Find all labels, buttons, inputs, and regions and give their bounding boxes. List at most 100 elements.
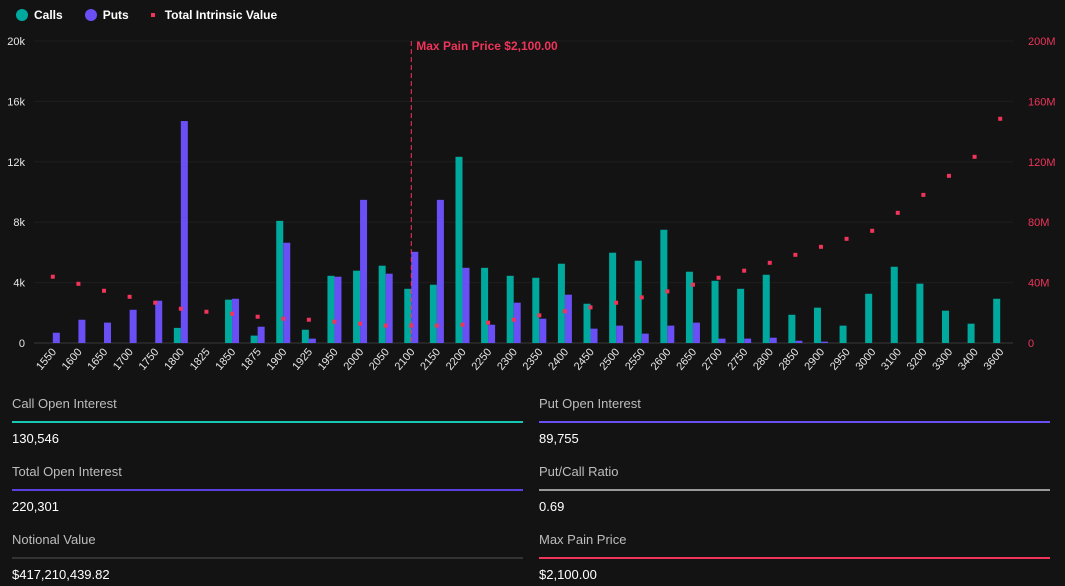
call-bar <box>660 229 668 343</box>
legend-puts[interactable]: Puts <box>84 8 129 22</box>
max-pain-annotation: Max Pain Price $2,100.00 <box>410 39 558 343</box>
x-axis-tick-label: 2150 <box>418 346 443 372</box>
x-axis-tick-label: 1550 <box>34 346 59 372</box>
tiv-point <box>178 306 183 311</box>
put-bar <box>513 302 521 343</box>
left-axis-tick-label: 0 <box>19 338 25 350</box>
bars <box>52 121 1001 343</box>
stat-value: 130,546 <box>12 431 59 446</box>
tiv-point <box>844 236 849 241</box>
stat-notional-value: Notional Value $417,210,439.82 <box>12 532 523 582</box>
tiv-point <box>537 313 542 318</box>
left-axis-tick-label: 8k <box>13 217 25 229</box>
tiv-point <box>230 311 235 316</box>
put-bar <box>692 322 700 343</box>
tiv-point <box>50 274 55 279</box>
x-axis-tick-label: 1875 <box>239 346 264 372</box>
call-bar <box>993 298 1001 343</box>
call-bar <box>455 156 463 343</box>
x-axis-tick-label: 3000 <box>854 346 879 372</box>
x-axis-tick-label: 1925 <box>290 346 315 372</box>
stat-put-open-interest: Put Open Interest 89,755 <box>539 396 1050 446</box>
x-axis-tick-label: 2250 <box>469 346 494 372</box>
legend-calls-label: Calls <box>34 8 63 22</box>
stat-max-pain-price: Max Pain Price $2,100.00 <box>539 532 1050 582</box>
put-bar <box>155 300 163 343</box>
x-axis-tick-label: 2000 <box>341 346 366 372</box>
call-bar <box>250 335 258 343</box>
put-bar <box>590 328 598 343</box>
x-axis-tick-label: 2550 <box>623 346 648 372</box>
stat-value: $2,100.00 <box>539 567 597 582</box>
tiv-point <box>818 244 823 249</box>
call-bar <box>916 283 924 343</box>
put-bar <box>129 309 137 343</box>
x-axis-tick-label: 2600 <box>649 346 674 372</box>
tiv-point <box>358 321 363 326</box>
put-bar <box>411 251 419 343</box>
put-bar <box>257 326 265 343</box>
put-bar <box>283 242 291 343</box>
legend-tiv[interactable]: Total Intrinsic Value <box>150 8 277 22</box>
x-axis-tick-label: 1800 <box>162 346 187 372</box>
call-bar <box>225 299 233 343</box>
tiv-point <box>690 282 695 287</box>
tiv-point <box>434 323 439 328</box>
right-axis-tick-label: 160M <box>1028 96 1056 108</box>
stat-underline <box>539 421 1050 423</box>
x-axis-tick-label: 2500 <box>597 346 622 372</box>
call-bar <box>378 265 386 343</box>
call-bar <box>404 288 412 343</box>
put-bar <box>718 338 726 343</box>
call-bar <box>276 220 284 343</box>
tiv-point <box>562 309 567 314</box>
stat-label: Total Open Interest <box>12 464 122 479</box>
put-bar <box>820 341 828 343</box>
call-bar <box>839 325 847 343</box>
stat-label: Max Pain Price <box>539 532 627 547</box>
right-axis-tick-label: 120M <box>1028 157 1056 169</box>
left-axis-ticks: 0 4k 8k 12k 16k 20k <box>7 36 25 350</box>
stat-value: $417,210,439.82 <box>12 567 110 582</box>
calls-swatch-icon <box>16 9 28 21</box>
left-axis-tick-label: 16k <box>7 96 25 108</box>
put-bar <box>180 121 188 343</box>
tiv-point <box>614 300 619 305</box>
tiv-point <box>486 320 491 325</box>
x-axis-tick-label: 2100 <box>393 346 418 372</box>
legend-calls[interactable]: Calls <box>16 8 63 22</box>
put-bar <box>769 337 777 343</box>
put-bar <box>488 324 496 343</box>
tiv-point <box>204 309 209 314</box>
put-bar <box>462 267 470 343</box>
x-axis-tick-label: 3400 <box>956 346 981 372</box>
call-bar <box>301 329 309 343</box>
call-bar <box>634 260 642 343</box>
stat-underline <box>12 421 523 423</box>
stat-call-open-interest: Call Open Interest 130,546 <box>12 396 523 446</box>
grid-lines <box>34 40 1013 344</box>
tiv-point <box>895 210 900 215</box>
stat-underline <box>12 489 523 491</box>
tiv-point <box>742 268 747 273</box>
tiv-point <box>255 314 260 319</box>
call-bar <box>711 280 719 343</box>
tiv-point <box>511 317 516 322</box>
tiv-point <box>127 294 132 299</box>
x-axis-tick-label: 3200 <box>905 346 930 372</box>
tiv-point <box>76 281 81 286</box>
tiv-point <box>793 252 798 257</box>
call-bar <box>813 307 821 343</box>
call-bar <box>941 310 949 343</box>
x-axis-tick-label: 2050 <box>367 346 392 372</box>
tiv-point <box>921 192 926 197</box>
put-bar <box>52 332 60 343</box>
tiv-point <box>946 173 951 178</box>
call-bar <box>557 263 565 343</box>
x-axis-tick-label: 1900 <box>265 346 290 372</box>
put-bar <box>104 322 112 343</box>
call-bar <box>173 327 181 343</box>
call-bar <box>967 323 975 343</box>
tiv-point <box>102 288 107 293</box>
x-axis-tick-label: 2700 <box>700 346 725 372</box>
